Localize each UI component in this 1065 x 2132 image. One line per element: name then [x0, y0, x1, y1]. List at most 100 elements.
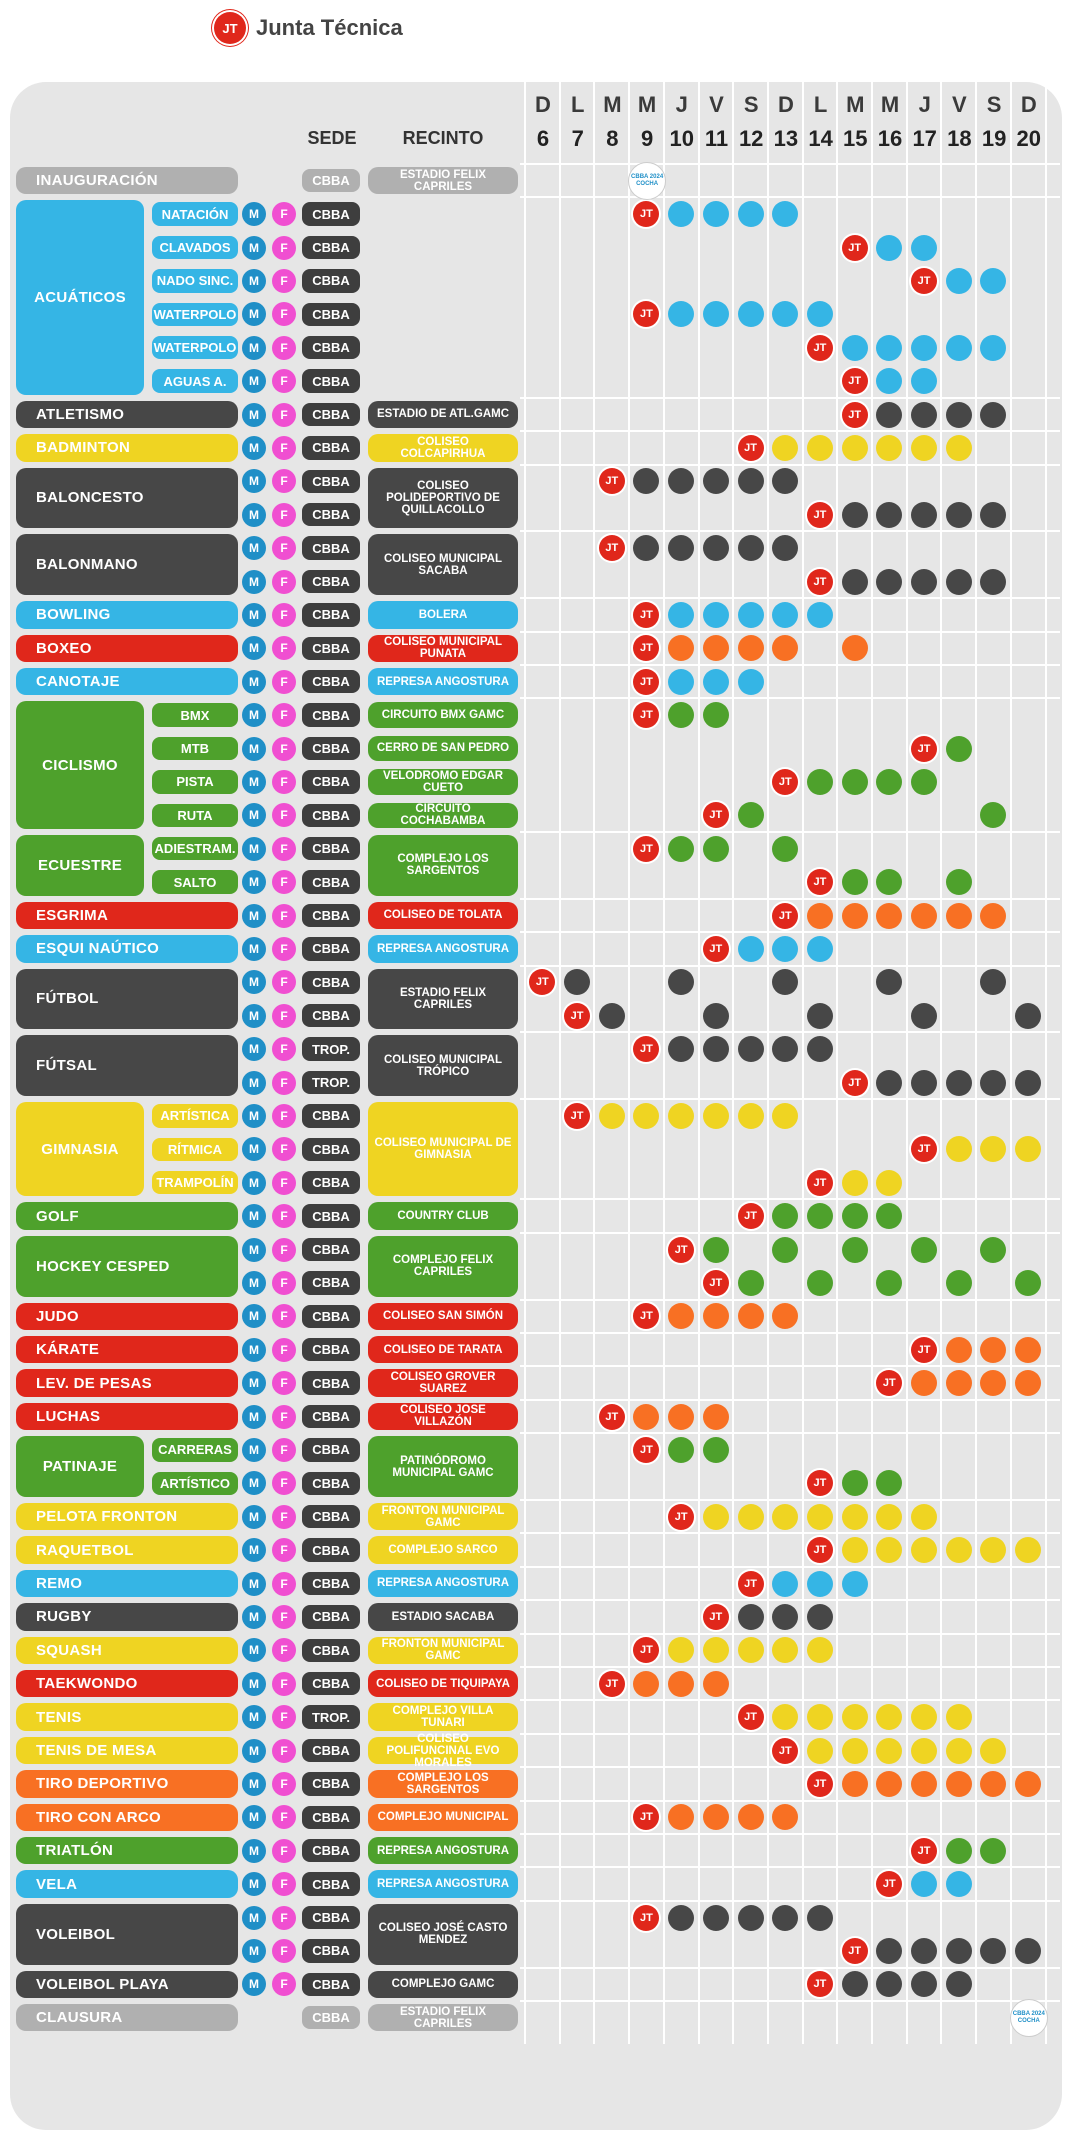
competition-day-marker[interactable] [1015, 1069, 1042, 1096]
competition-day-marker[interactable] [980, 902, 1007, 929]
competition-day-marker[interactable] [945, 1370, 972, 1397]
competition-day-marker[interactable] [1015, 1269, 1042, 1296]
competition-day-marker[interactable] [911, 902, 938, 929]
discipline-label[interactable]: ARTÍSTICA [152, 1104, 238, 1128]
competition-day-marker[interactable] [668, 1036, 695, 1063]
jt-marker[interactable]: JT [598, 1670, 625, 1697]
competition-day-marker[interactable] [702, 1102, 729, 1129]
jt-marker[interactable]: JT [806, 1971, 833, 1998]
jt-marker[interactable]: JT [633, 702, 660, 729]
competition-day-marker[interactable] [1015, 1537, 1042, 1564]
competition-day-marker[interactable] [806, 768, 833, 795]
competition-day-marker[interactable] [841, 434, 868, 461]
jt-marker[interactable]: JT [841, 401, 868, 428]
competition-day-marker[interactable] [737, 468, 764, 495]
jt-marker[interactable]: JT [772, 902, 799, 929]
sport-label[interactable]: REMO [16, 1569, 238, 1598]
competition-day-marker[interactable] [841, 568, 868, 595]
jt-marker[interactable]: JT [911, 1336, 938, 1363]
competition-day-marker[interactable] [1015, 1370, 1042, 1397]
jt-marker[interactable]: JT [564, 1002, 591, 1029]
discipline-label[interactable]: RÍTMICA [152, 1137, 238, 1161]
competition-day-marker[interactable] [980, 969, 1007, 996]
sport-label[interactable]: ESGRIMA [16, 901, 238, 930]
jt-marker[interactable]: JT [633, 668, 660, 695]
competition-day-marker[interactable] [737, 1269, 764, 1296]
jt-marker[interactable]: JT [876, 1370, 903, 1397]
jt-marker[interactable]: JT [633, 601, 660, 628]
competition-day-marker[interactable] [806, 935, 833, 962]
discipline-label[interactable]: NATACIÓN [152, 202, 238, 226]
sport-label[interactable]: KÁRATE [16, 1336, 238, 1364]
jt-marker[interactable]: JT [841, 368, 868, 395]
competition-day-marker[interactable] [806, 1002, 833, 1029]
competition-day-marker[interactable] [668, 969, 695, 996]
jt-marker[interactable]: JT [598, 1403, 625, 1430]
jt-marker[interactable]: JT [806, 1770, 833, 1797]
competition-day-marker[interactable] [668, 535, 695, 562]
competition-day-marker[interactable] [772, 1303, 799, 1330]
competition-day-marker[interactable] [772, 1203, 799, 1230]
competition-day-marker[interactable] [911, 434, 938, 461]
competition-day-marker[interactable] [772, 1704, 799, 1731]
jt-marker[interactable]: JT [702, 1603, 729, 1630]
jt-marker[interactable]: JT [702, 1269, 729, 1296]
competition-day-marker[interactable] [772, 468, 799, 495]
competition-day-marker[interactable] [841, 902, 868, 929]
competition-day-marker[interactable] [772, 1102, 799, 1129]
competition-day-marker[interactable] [702, 1303, 729, 1330]
sport-label[interactable]: JUDO [16, 1302, 238, 1330]
competition-day-marker[interactable] [911, 1770, 938, 1797]
competition-day-marker[interactable] [945, 501, 972, 528]
jt-marker[interactable]: JT [841, 1069, 868, 1096]
competition-day-marker[interactable] [911, 768, 938, 795]
competition-day-marker[interactable] [945, 1136, 972, 1163]
sport-label[interactable]: RAQUETBOL [16, 1536, 238, 1564]
jt-marker[interactable]: JT [633, 1904, 660, 1931]
competition-day-marker[interactable] [945, 1971, 972, 1998]
competition-day-marker[interactable] [876, 1737, 903, 1764]
competition-day-marker[interactable] [945, 869, 972, 896]
competition-day-marker[interactable] [702, 635, 729, 662]
competition-day-marker[interactable] [980, 501, 1007, 528]
competition-day-marker[interactable] [945, 1737, 972, 1764]
competition-day-marker[interactable] [737, 1637, 764, 1664]
competition-day-marker[interactable] [911, 1704, 938, 1731]
competition-day-marker[interactable] [1015, 1770, 1042, 1797]
sport-label[interactable]: TENIS DE MESA [16, 1736, 238, 1765]
competition-day-marker[interactable] [945, 401, 972, 428]
competition-day-marker[interactable] [702, 201, 729, 228]
competition-day-marker[interactable] [772, 1637, 799, 1664]
sport-label[interactable]: LUCHAS [16, 1402, 238, 1431]
jt-marker[interactable]: JT [772, 1737, 799, 1764]
sport-label[interactable]: FÚTSAL [16, 1035, 238, 1097]
jt-marker[interactable]: JT [806, 869, 833, 896]
competition-day-marker[interactable] [633, 1102, 660, 1129]
competition-day-marker[interactable] [876, 1169, 903, 1196]
sport-label[interactable]: VOLEIBOL [16, 1903, 238, 1965]
competition-day-marker[interactable] [668, 635, 695, 662]
jt-marker[interactable]: JT [841, 234, 868, 261]
sport-label[interactable]: TENIS [16, 1703, 238, 1731]
competition-day-marker[interactable] [841, 1203, 868, 1230]
jt-marker[interactable]: JT [737, 434, 764, 461]
jt-marker[interactable]: JT [564, 1102, 591, 1129]
competition-day-marker[interactable] [668, 1102, 695, 1129]
sport-label[interactable]: LEV. DE PESAS [16, 1369, 238, 1397]
competition-day-marker[interactable] [841, 1570, 868, 1597]
competition-day-marker[interactable] [772, 601, 799, 628]
sport-label[interactable]: FÚTBOL [16, 968, 238, 1030]
sport-label[interactable]: ACUÁTICOS [16, 200, 144, 395]
competition-day-marker[interactable] [945, 1704, 972, 1731]
competition-day-marker[interactable] [876, 401, 903, 428]
competition-day-marker[interactable] [911, 1737, 938, 1764]
sport-label[interactable]: RUGBY [16, 1603, 238, 1631]
discipline-label[interactable]: BMX [152, 703, 238, 727]
competition-day-marker[interactable] [737, 668, 764, 695]
competition-day-marker[interactable] [945, 1871, 972, 1898]
jt-marker[interactable]: JT [633, 1303, 660, 1330]
sport-label[interactable]: TIRO DEPORTIVO [16, 1770, 238, 1798]
competition-day-marker[interactable] [876, 1203, 903, 1230]
competition-day-marker[interactable] [737, 935, 764, 962]
jt-marker[interactable]: JT [806, 1169, 833, 1196]
